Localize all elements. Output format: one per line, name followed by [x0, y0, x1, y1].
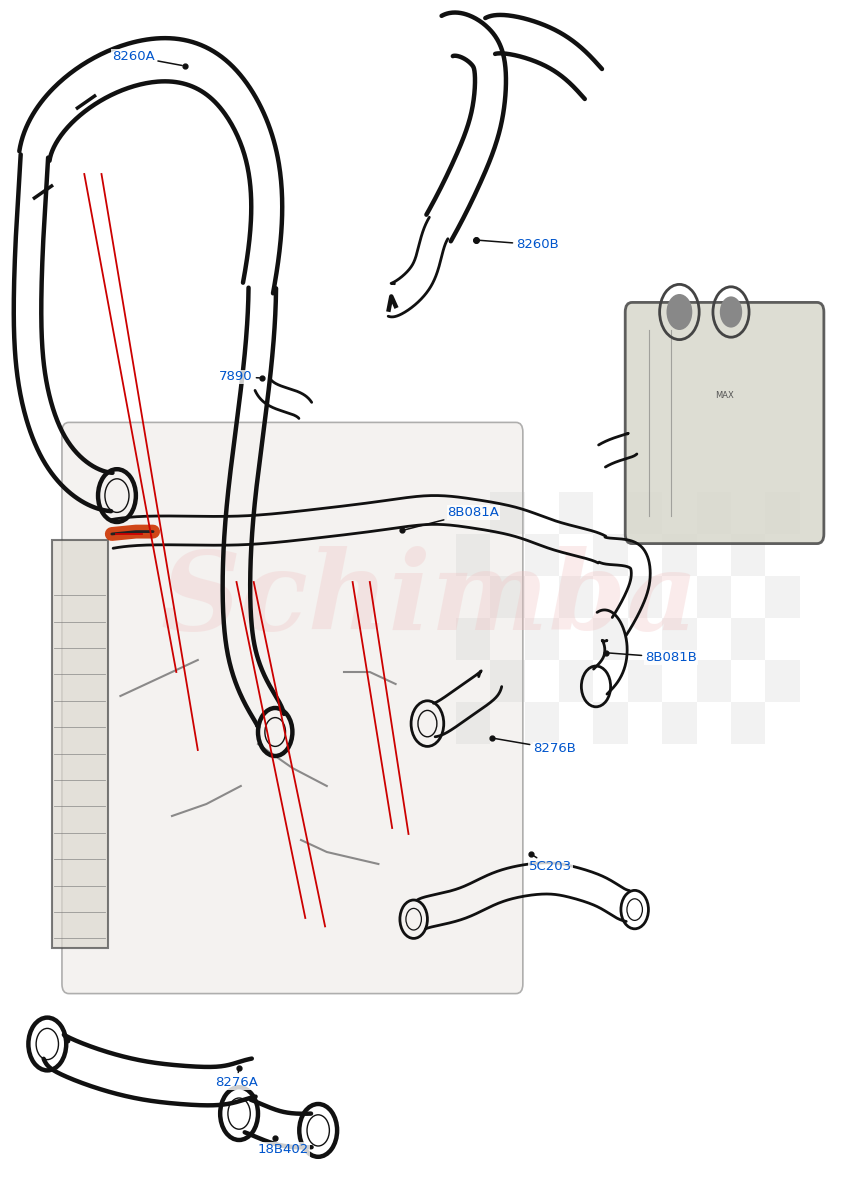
- Bar: [765, 492, 800, 534]
- Circle shape: [720, 296, 742, 328]
- Bar: [697, 576, 731, 618]
- Text: 8276A: 8276A: [215, 1070, 258, 1088]
- Bar: [490, 492, 525, 534]
- Bar: [765, 576, 800, 618]
- Bar: [593, 618, 628, 660]
- Bar: [525, 534, 559, 576]
- Text: 8260B: 8260B: [478, 239, 559, 251]
- Bar: [559, 576, 593, 618]
- Bar: [628, 576, 662, 618]
- Bar: [731, 534, 765, 576]
- Bar: [559, 492, 593, 534]
- Bar: [456, 534, 490, 576]
- Text: 7890: 7890: [219, 371, 260, 383]
- Bar: [697, 492, 731, 534]
- Bar: [456, 618, 490, 660]
- Bar: [662, 618, 697, 660]
- Text: 8B081A: 8B081A: [405, 506, 499, 529]
- Circle shape: [666, 294, 692, 330]
- Bar: [765, 660, 800, 702]
- Bar: [662, 702, 697, 744]
- FancyBboxPatch shape: [625, 302, 824, 544]
- Bar: [731, 618, 765, 660]
- Bar: [662, 534, 697, 576]
- Bar: [628, 492, 662, 534]
- Bar: [697, 660, 731, 702]
- Bar: [525, 702, 559, 744]
- Text: 8260A: 8260A: [112, 50, 182, 66]
- Text: 18B402: 18B402: [258, 1140, 310, 1156]
- Text: MAX: MAX: [715, 391, 734, 401]
- Text: Schimba: Schimba: [161, 546, 699, 654]
- Bar: [490, 576, 525, 618]
- Text: 5C203: 5C203: [529, 856, 572, 872]
- Bar: [628, 660, 662, 702]
- Bar: [559, 660, 593, 702]
- Bar: [490, 660, 525, 702]
- Bar: [456, 702, 490, 744]
- FancyBboxPatch shape: [62, 422, 523, 994]
- Bar: [593, 534, 628, 576]
- Bar: [731, 702, 765, 744]
- Bar: [593, 702, 628, 744]
- Bar: [52, 540, 108, 948]
- Text: 8276B: 8276B: [494, 738, 576, 755]
- Text: 8B081B: 8B081B: [609, 652, 697, 664]
- Bar: [525, 618, 559, 660]
